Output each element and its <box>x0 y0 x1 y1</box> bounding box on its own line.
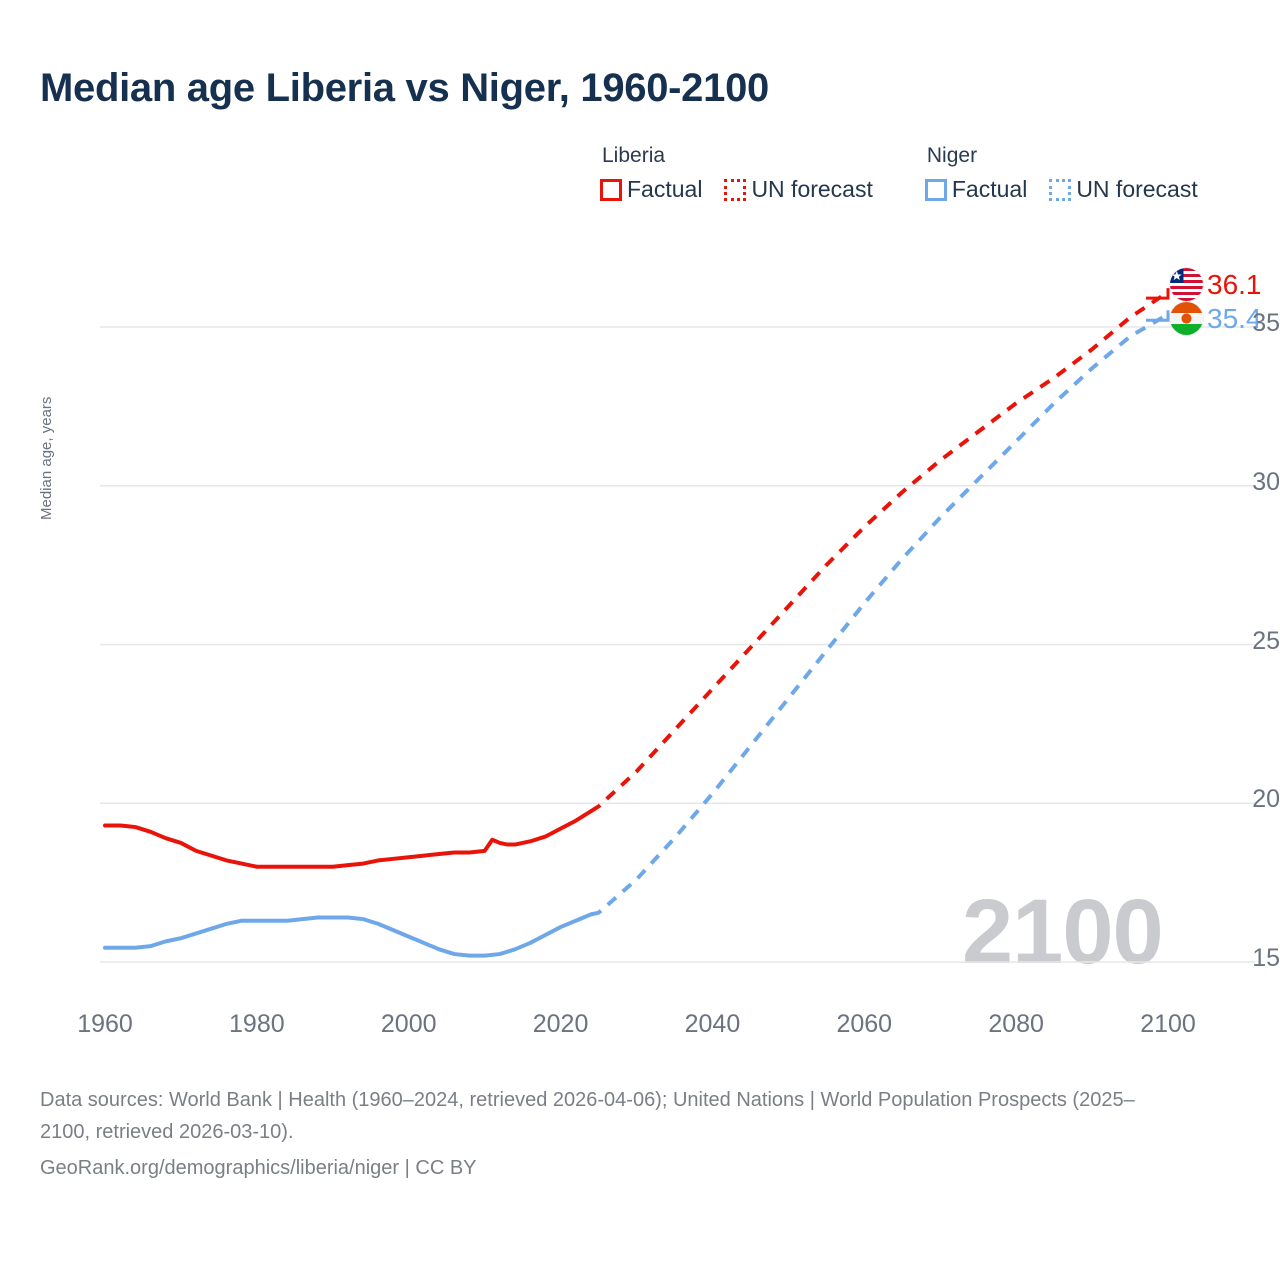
x-axis-tick-2020: 2020 <box>532 1010 589 1038</box>
legend-label-liberia-factual: Factual <box>627 176 703 202</box>
x-axis-tick-2040: 2040 <box>684 1010 741 1038</box>
legend-swatch-dotted-icon <box>724 178 747 201</box>
x-axis-tick-2060: 2060 <box>836 1010 893 1038</box>
legend-item-niger-forecast[interactable]: UN forecast <box>1049 176 1198 203</box>
legend-swatch-dotted-icon <box>1049 178 1072 201</box>
legend-label-liberia-forecast: UN forecast <box>751 176 873 202</box>
legend-item-liberia-forecast[interactable]: UN forecast <box>724 176 873 203</box>
legend-swatch-solid-icon <box>924 178 947 201</box>
legend-swatch-solid-icon <box>600 178 622 201</box>
legend-item-niger-factual[interactable]: Factual <box>924 176 1028 203</box>
niger-flag-icon <box>1170 302 1203 336</box>
y-axis-tick-35: 35 <box>1252 309 1280 337</box>
y-axis-label: Median age, years <box>38 396 55 520</box>
data-sources-text: Data sources: World Bank | Health (1960–… <box>40 1089 1135 1143</box>
footer: Data sources: World Bank | Health (1960–… <box>40 1084 1170 1184</box>
legend-group-liberia: Liberia Factual UN forecast <box>600 144 873 203</box>
y-axis-tick-25: 25 <box>1252 626 1280 655</box>
liberia-flag-icon <box>1170 268 1203 302</box>
legend-group-niger: Niger Factual UN forecast <box>924 144 1198 203</box>
page-title: Median age Liberia vs Niger, 1960-2100 <box>40 66 769 110</box>
legend-group-title-liberia: Liberia <box>602 144 666 167</box>
legend-item-liberia-factual[interactable]: Factual <box>600 176 702 203</box>
x-axis-tick-2100: 2100 <box>1140 1010 1196 1038</box>
attribution-text: GeoRank.org/demographics/liberia/niger |… <box>40 1157 477 1179</box>
end-label-liberia: 36.1 <box>1170 268 1262 302</box>
year-watermark: 2100 <box>962 881 1164 983</box>
y-axis-tick-15: 15 <box>1252 944 1280 972</box>
end-label-niger: 35.4 <box>1170 302 1262 336</box>
y-axis-tick-20: 20 <box>1252 785 1280 814</box>
x-axis-tick-2080: 2080 <box>988 1010 1044 1038</box>
y-axis-tick-30: 30 <box>1252 467 1280 496</box>
legend-label-niger-factual: Factual <box>951 176 1028 202</box>
chart-legend: Liberia Factual UN forecast Niger Factua… <box>600 144 1198 203</box>
end-value-niger: 35.4 <box>1207 302 1262 334</box>
x-axis-tick-1960: 1960 <box>77 1010 133 1038</box>
x-axis-tick-1980: 1980 <box>229 1010 285 1038</box>
legend-group-title-niger: Niger <box>926 144 978 167</box>
end-value-liberia: 36.1 <box>1207 268 1262 300</box>
x-axis-tick-2000: 2000 <box>380 1010 437 1038</box>
legend-label-niger-forecast: UN forecast <box>1076 176 1198 202</box>
